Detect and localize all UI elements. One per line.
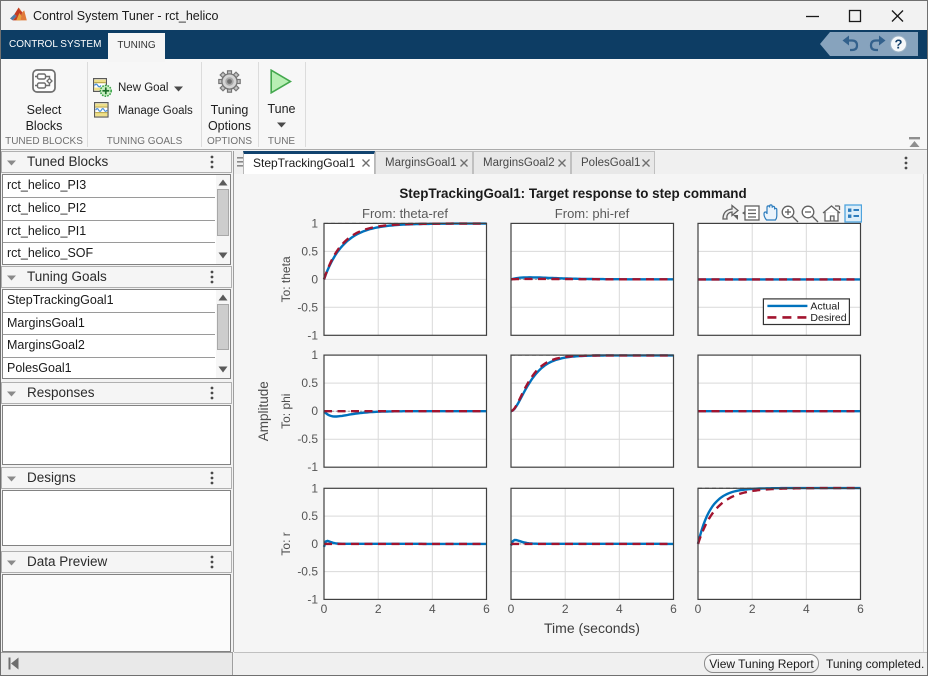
svg-text:StepTrackingGoal1: Target resp: StepTrackingGoal1: Target response to st… [399,186,746,201]
svg-text:-0.5: -0.5 [297,565,318,579]
svg-text:Amplitude: Amplitude [256,381,271,441]
svg-text:To: r: To: r [279,532,293,555]
svg-text:2: 2 [749,602,756,616]
svg-text:Desired: Desired [810,312,846,324]
svg-text:4: 4 [803,602,810,616]
svg-text:6: 6 [483,602,490,616]
svg-text:0.5: 0.5 [301,509,318,523]
svg-text:4: 4 [429,602,436,616]
svg-text:-1: -1 [307,460,318,474]
svg-text:6: 6 [670,602,677,616]
svg-text:0.5: 0.5 [301,376,318,390]
svg-text:0: 0 [311,537,318,551]
svg-text:-1: -1 [307,592,318,606]
svg-text:Time (seconds): Time (seconds) [544,620,640,636]
svg-text:6: 6 [857,602,864,616]
svg-text:0: 0 [695,602,702,616]
svg-text:2: 2 [562,602,569,616]
svg-text:From: theta-ref: From: theta-ref [362,206,448,221]
svg-text:2: 2 [375,602,382,616]
svg-text:0: 0 [508,602,515,616]
svg-text:1: 1 [311,216,318,230]
svg-text:4: 4 [616,602,623,616]
svg-text:0: 0 [321,602,328,616]
svg-text:1: 1 [311,348,318,362]
svg-text:Actual: Actual [810,300,839,312]
svg-text:-0.5: -0.5 [297,432,318,446]
svg-text:To: phi: To: phi [279,394,293,429]
svg-text:0.5: 0.5 [301,244,318,258]
svg-text:1: 1 [311,481,318,495]
svg-text:0: 0 [311,272,318,286]
svg-text:0: 0 [311,404,318,418]
svg-text:To: theta: To: theta [279,256,293,302]
svg-text:-0.5: -0.5 [297,300,318,314]
svg-text:From: phi-ref: From: phi-ref [555,206,630,221]
svg-text:-1: -1 [307,328,318,342]
svg-text:?: ? [895,37,903,52]
